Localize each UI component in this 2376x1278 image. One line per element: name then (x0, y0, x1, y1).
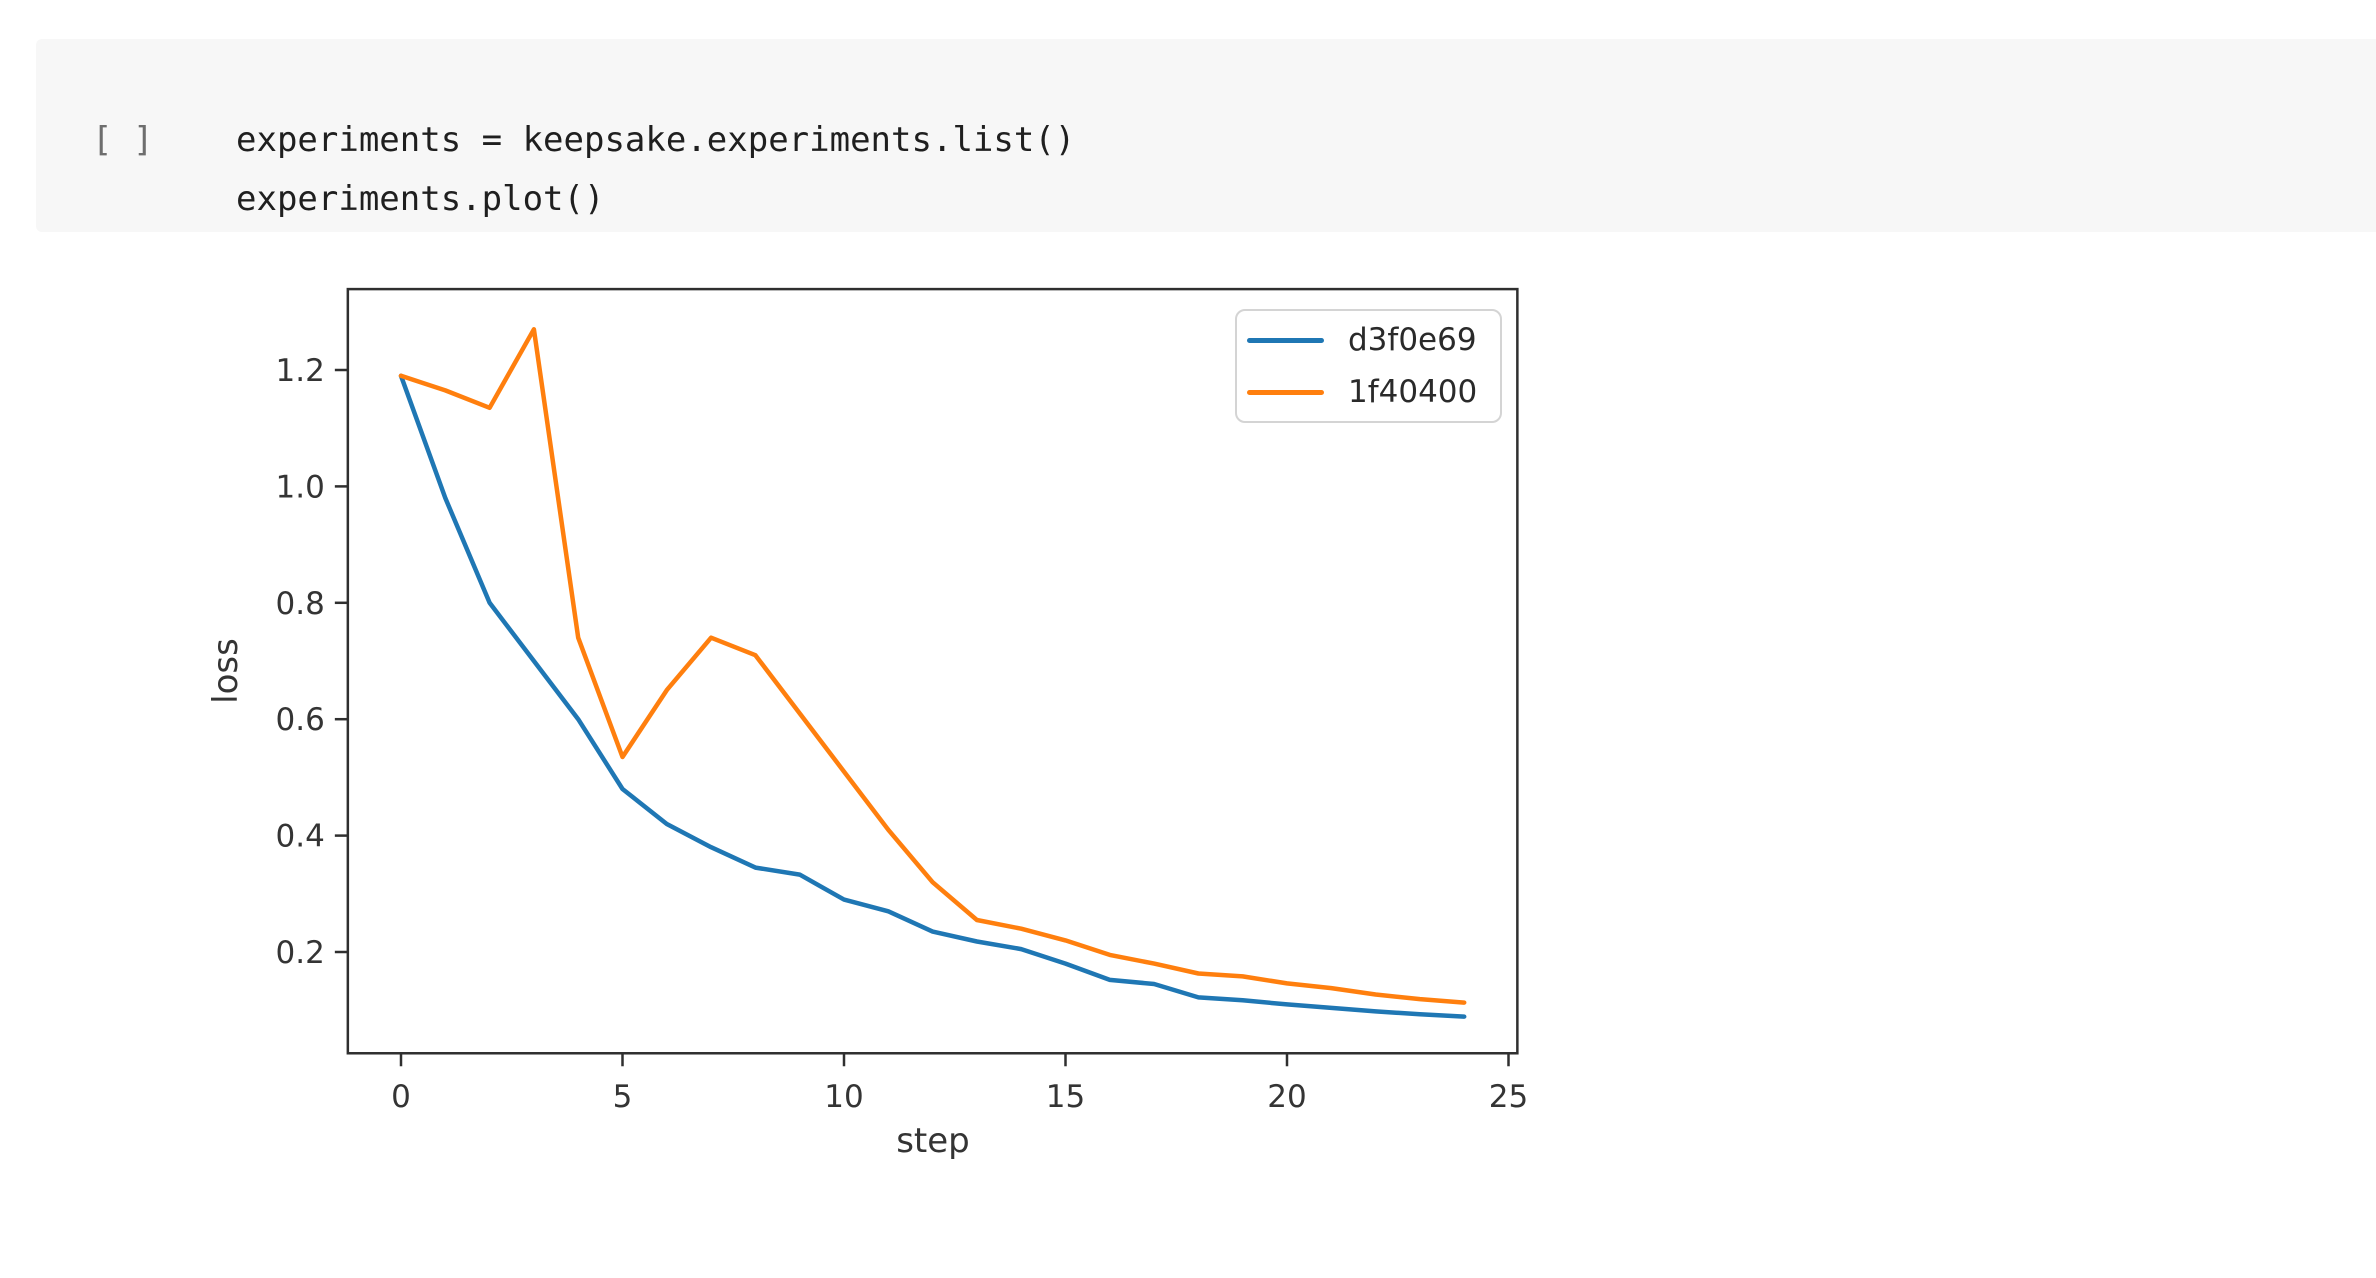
cell-code-editor[interactable]: experiments = keepsake.experiments.list(… (236, 111, 1075, 229)
legend-entry-1f40400: 1f40400 (1237, 366, 1500, 418)
code-line-2: experiments.plot() (236, 179, 605, 219)
legend-entry-d3f0e69: d3f0e69 (1237, 314, 1500, 366)
y-tick-label: 0.6 (276, 702, 325, 738)
y-tick-label: 1.0 (276, 469, 325, 505)
x-tick-label: 20 (1267, 1079, 1306, 1115)
plot-legend: d3f0e69 1f40400 (1235, 309, 1502, 423)
x-tick-label: 5 (613, 1079, 633, 1115)
y-tick-label: 1.2 (276, 353, 325, 389)
code-line-1: experiments = keepsake.experiments.list(… (236, 120, 1076, 160)
cell-run-prompt[interactable]: [ ] (92, 120, 154, 160)
y-axis-label: loss (206, 638, 246, 704)
y-tick-label: 0.2 (276, 935, 325, 971)
plot-frame (346, 287, 1519, 1055)
series-line-d3f0e69 (398, 373, 1467, 1019)
x-tick-label: 0 (391, 1079, 411, 1115)
series-line-1f40400 (398, 327, 1467, 1005)
legend-label: d3f0e69 (1348, 322, 1477, 358)
legend-line-swatch (1247, 337, 1324, 343)
x-tick-label: 25 (1489, 1079, 1528, 1115)
x-tick-label: 10 (824, 1079, 863, 1115)
x-axis-label: step (896, 1121, 970, 1161)
code-cell[interactable]: [ ] experiments = keepsake.experiments.l… (36, 39, 2376, 232)
x-tick-label: 15 (1046, 1079, 1085, 1115)
legend-line-swatch (1247, 389, 1324, 395)
legend-label: 1f40400 (1348, 374, 1478, 410)
y-tick-label: 0.4 (276, 819, 325, 855)
y-tick-label: 0.8 (276, 586, 325, 622)
